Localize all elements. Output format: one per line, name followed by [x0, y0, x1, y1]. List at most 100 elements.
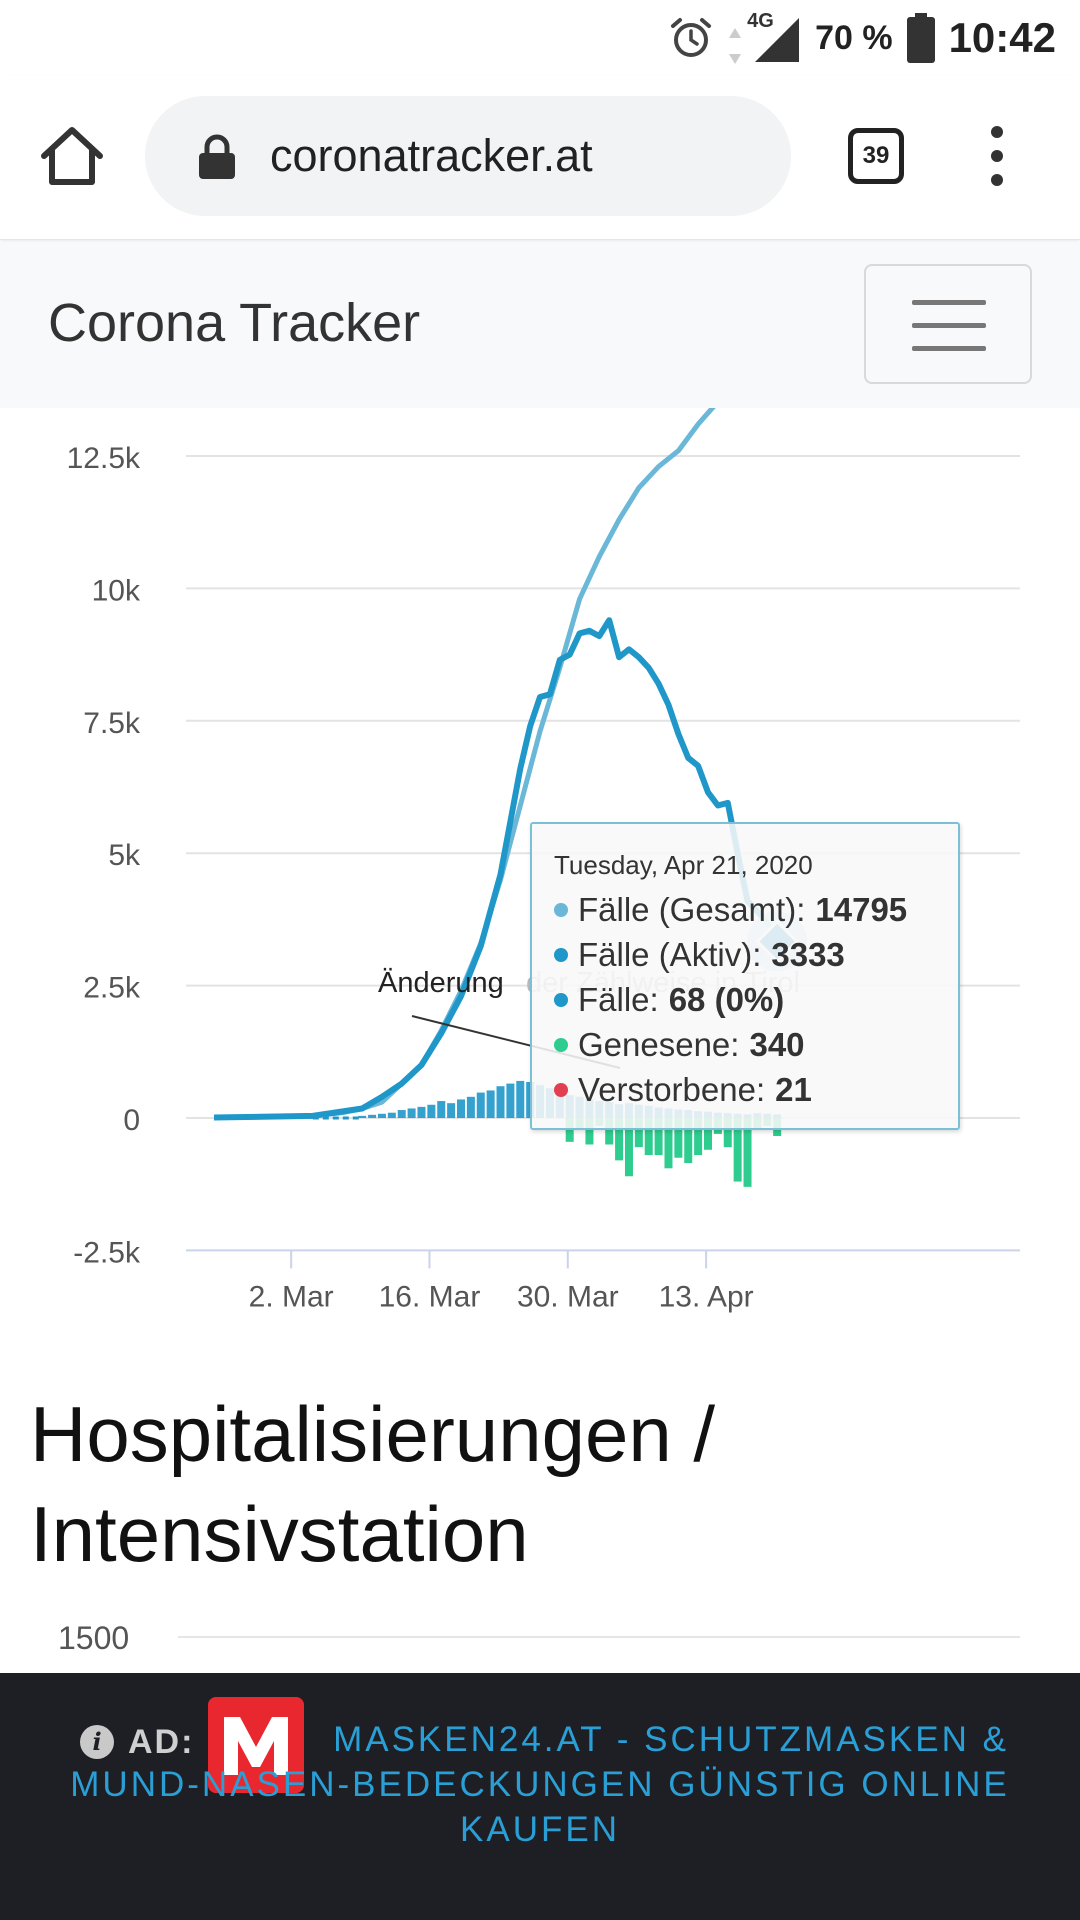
x-tick-label: 13. Apr: [659, 1280, 754, 1313]
bar-faelle: [486, 1090, 495, 1118]
section-title-line1: Hospitalisierungen /: [30, 1390, 716, 1478]
bar-faelle: [457, 1099, 465, 1118]
bar-faelle: [387, 1112, 396, 1118]
tooltip-label: Fälle (Gesamt): [578, 890, 797, 928]
tooltip-row-gesamt: Fälle (Gesamt):14795: [554, 887, 958, 932]
browser-toolbar: coronatracker.at 39: [0, 76, 1080, 240]
line-faelle-aktiv: [213, 617, 780, 1121]
bar-faelle: [397, 1110, 406, 1118]
bar-faelle: [377, 1113, 386, 1118]
bar-genesene: [664, 1118, 673, 1169]
home-icon[interactable]: [36, 120, 108, 192]
x-tick-label: 2. Mar: [249, 1280, 334, 1313]
url-text[interactable]: coronatracker.at: [270, 130, 593, 181]
battery-percent: 70 %: [815, 18, 893, 57]
bar-faelle: [496, 1086, 505, 1118]
hamburger-icon: [912, 346, 986, 351]
tooltip-value: 340: [749, 1025, 805, 1063]
navbar-toggle-button[interactable]: [864, 264, 1032, 384]
tooltip-row-verstorbene: Verstorbene:21: [554, 1067, 958, 1112]
hospital-chart-gridline: [178, 1636, 1020, 1638]
bar-faelle: [437, 1101, 446, 1118]
bar-faelle: [368, 1114, 377, 1118]
bar-genesene: [743, 1118, 752, 1187]
bar-genesene: [723, 1118, 732, 1148]
bar-faelle: [506, 1083, 515, 1118]
bar-genesene: [624, 1118, 633, 1177]
tab-switcher-button[interactable]: 39: [848, 128, 904, 184]
status-icons: 4G 70 % 10:42: [669, 6, 1056, 70]
address-bar[interactable]: coronatracker.at: [145, 96, 791, 216]
ad-banner[interactable]: i AD: MASKEN24.AT - SCHUTZMASKEN & MUND-…: [0, 1673, 1080, 1920]
bar-faelle: [407, 1108, 416, 1118]
overflow-menu-icon[interactable]: [982, 124, 1012, 188]
tooltip-value: 68 (0%): [668, 980, 785, 1018]
status-bar: 4G 70 % 10:42: [0, 0, 1080, 76]
clock: 10:42: [948, 14, 1056, 61]
masken24-logo[interactable]: [208, 1697, 304, 1793]
bar-faelle: [466, 1096, 475, 1118]
tooltip-label: Fälle: [578, 980, 650, 1018]
tooltip-row-genesene: Genesene:340: [554, 1022, 958, 1067]
network-indicator: 4G: [727, 10, 801, 64]
bar-faelle: [358, 1115, 367, 1118]
bar-genesene: [605, 1118, 614, 1145]
battery-icon: [906, 13, 935, 63]
bar-genesene: [615, 1118, 624, 1161]
y-tick-label: -2.5k: [73, 1236, 141, 1269]
annotation-label: Änderung: [378, 967, 504, 999]
hamburger-icon: [912, 323, 986, 328]
y-tick-label: 2.5k: [83, 972, 141, 1005]
bar-faelle: [417, 1106, 426, 1118]
bar-faelle: [427, 1104, 436, 1118]
ad-label: AD:: [128, 1723, 195, 1761]
bar-faelle: [447, 1103, 456, 1118]
hospital-chart-tick: 1500: [58, 1620, 130, 1656]
bar-genesene: [634, 1118, 643, 1148]
bar-genesene: [704, 1118, 712, 1150]
network-type: 4G: [747, 10, 774, 32]
bar-genesene: [733, 1118, 742, 1182]
bar-genesene: [684, 1118, 693, 1164]
tooltip-row-faelle: Fälle:68 (0%): [554, 977, 958, 1022]
lock-icon: [199, 134, 235, 179]
bar-faelle: [476, 1092, 485, 1118]
chart-tooltip: Tuesday, Apr 21, 2020 Fälle (Gesamt):147…: [530, 822, 960, 1130]
bar-genesene: [585, 1118, 594, 1145]
bar-genesene: [654, 1118, 663, 1156]
info-icon[interactable]: i: [80, 1725, 114, 1759]
y-tick-label: 10k: [92, 574, 141, 607]
hamburger-icon: [912, 300, 986, 305]
x-tick-label: 30. Mar: [517, 1280, 619, 1313]
tooltip-row-aktiv: Fälle (Aktiv):3333: [554, 932, 958, 977]
y-tick-label: 12.5k: [67, 442, 141, 475]
bar-genesene: [694, 1118, 703, 1156]
bar-faelle: [516, 1080, 525, 1118]
tooltip-value: 3333: [771, 935, 845, 973]
tooltip-value: 14795: [815, 890, 908, 928]
ad-link-text[interactable]: MASKEN24.AT - SCHUTZMASKEN & MUND-NASEN-…: [70, 1720, 1010, 1849]
tooltip-label: Fälle (Aktiv): [578, 935, 753, 973]
site-brand[interactable]: Corona Tracker: [48, 293, 421, 353]
series-dot-genesene: [554, 1037, 568, 1052]
tooltip-label: Genesene: [578, 1025, 731, 1063]
y-tick-label: 0: [123, 1104, 140, 1137]
bar-genesene: [674, 1118, 683, 1158]
tooltip-value: 21: [775, 1070, 812, 1108]
series-dot-verstorbene: [554, 1082, 568, 1097]
y-tick-label: 7.5k: [83, 707, 141, 740]
tooltip-date: Tuesday, Apr 21, 2020: [554, 850, 813, 880]
signal-icon: [755, 18, 800, 62]
section-title-hospitalisierungen: Hospitalisierungen / Intensivstation: [30, 1384, 1030, 1584]
y-tick-label: 5k: [108, 839, 141, 872]
site-navbar: Corona Tracker: [0, 242, 1080, 408]
series-dot-faelle: [554, 992, 568, 1007]
bar-genesene: [644, 1118, 653, 1156]
tooltip-label: Verstorbene: [578, 1070, 756, 1108]
series-dot-aktiv: [554, 947, 568, 962]
x-tick-label: 16. Mar: [379, 1280, 481, 1313]
alarm-icon: [671, 18, 712, 57]
network-arrows-icon: [729, 28, 742, 64]
series-dot-gesamt: [554, 902, 568, 917]
section-title-line2: Intensivstation: [30, 1490, 529, 1578]
